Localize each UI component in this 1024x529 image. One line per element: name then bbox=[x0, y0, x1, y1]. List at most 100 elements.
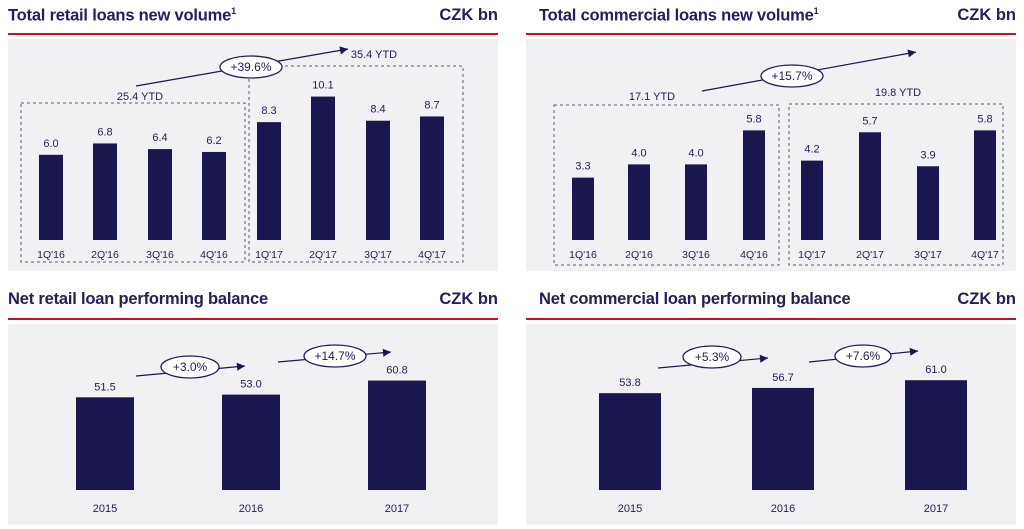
retail-new-volume-chart: 25.4 YTD 35.4 YTD 6.0 1Q'16 6.8 2Q'16 6.4 3Q'16… bbox=[20, 46, 464, 263]
arrow-head bbox=[909, 347, 918, 356]
bar bbox=[628, 164, 650, 240]
retail-new-volume-panel: Total retail loans new volume1 CZK bn 25… bbox=[8, 6, 498, 271]
category-label: 2016 bbox=[771, 503, 795, 515]
bar-value-label: 5.8 bbox=[977, 113, 992, 125]
category-label: 4Q'17 bbox=[971, 249, 999, 261]
growth-badge bbox=[682, 345, 742, 369]
group-box bbox=[553, 104, 780, 266]
bar-value-label: 53.8 bbox=[619, 377, 640, 389]
category-label: 2Q'16 bbox=[91, 249, 119, 261]
growth-badge bbox=[760, 64, 824, 88]
bar-value-label: 3.3 bbox=[575, 161, 590, 173]
group-total-label: 19.8 YTD bbox=[875, 87, 921, 99]
bar bbox=[599, 393, 661, 490]
category-label: 2Q'17 bbox=[309, 249, 337, 261]
category-label: 4Q'16 bbox=[740, 249, 768, 261]
category-label: 2017 bbox=[385, 503, 409, 515]
bar bbox=[257, 122, 281, 240]
bar bbox=[93, 143, 117, 240]
bar bbox=[366, 120, 390, 240]
bar-value-label: 4.0 bbox=[688, 147, 703, 159]
bar bbox=[39, 154, 63, 240]
bar-value-label: 10.1 bbox=[312, 80, 333, 92]
bar bbox=[148, 149, 172, 240]
group-box bbox=[788, 103, 1004, 266]
group-total-label: 17.1 YTD bbox=[629, 91, 675, 103]
arrow-head bbox=[236, 362, 245, 371]
growth-label: +7.6% bbox=[846, 349, 881, 363]
category-label: 1Q'16 bbox=[569, 249, 597, 261]
bar-value-label: 5.8 bbox=[746, 113, 761, 125]
category-label: 2017 bbox=[924, 503, 948, 515]
bar-value-label: 4.0 bbox=[631, 147, 646, 159]
bar bbox=[917, 166, 939, 240]
category-label: 4Q'17 bbox=[418, 249, 446, 261]
growth-label: +5.3% bbox=[695, 350, 730, 364]
bar bbox=[685, 164, 707, 240]
commercial-new-volume-chart: 17.1 YTD 19.8 YTD 3.3 1Q'16 4.0 2Q'16 4.0 3Q'16… bbox=[553, 49, 1004, 266]
bar-value-label: 60.8 bbox=[386, 365, 407, 377]
bar-value-label: 61.0 bbox=[925, 364, 946, 376]
category-label: 3Q'16 bbox=[682, 249, 710, 261]
category-label: 1Q'17 bbox=[798, 249, 826, 261]
title-divider bbox=[526, 318, 1016, 320]
bar-value-label: 6.2 bbox=[206, 135, 221, 147]
arrow-head bbox=[339, 46, 348, 55]
category-label: 2015 bbox=[618, 503, 642, 515]
bar-value-label: 3.9 bbox=[920, 149, 935, 161]
retail-balance-chart: 51.5 2015 53.0 2016 60.8 2017 +3.0% +14.7% bbox=[76, 344, 426, 515]
bar-value-label: 8.7 bbox=[424, 99, 439, 111]
bar bbox=[202, 151, 226, 240]
bar bbox=[76, 397, 134, 490]
bar-value-label: 5.7 bbox=[862, 115, 877, 127]
category-label: 2015 bbox=[93, 503, 117, 515]
commercial-balance-chart: 53.8 2015 56.7 2016 61.0 2017 +5.3% +7.6% bbox=[599, 344, 967, 515]
bar bbox=[572, 177, 594, 240]
category-label: 3Q'17 bbox=[364, 249, 392, 261]
title-divider bbox=[8, 318, 498, 320]
unit-label: CZK bn bbox=[439, 290, 498, 308]
category-label: 1Q'16 bbox=[37, 249, 65, 261]
chart-title: Total commercial loans new volume1 bbox=[539, 6, 819, 25]
growth-label: +15.7% bbox=[771, 69, 812, 83]
bar-value-label: 6.8 bbox=[97, 126, 112, 138]
growth-label: +39.6% bbox=[230, 60, 271, 74]
growth-badge bbox=[303, 344, 367, 368]
category-label: 4Q'16 bbox=[200, 249, 228, 261]
chart-title: Net commercial loan performing balance bbox=[539, 290, 851, 308]
title-divider bbox=[8, 33, 498, 35]
growth-badge bbox=[834, 344, 892, 368]
category-label: 2Q'16 bbox=[625, 249, 653, 261]
retail-balance-panel: Net retail loan performing balance CZK b… bbox=[8, 290, 498, 525]
bar bbox=[859, 132, 881, 240]
category-label: 1Q'17 bbox=[255, 249, 283, 261]
group-box bbox=[20, 102, 246, 263]
arrow-head bbox=[382, 348, 391, 357]
bar-value-label: 6.4 bbox=[152, 132, 167, 144]
bar-value-label: 53.0 bbox=[240, 379, 261, 391]
bar bbox=[222, 394, 280, 490]
bar bbox=[311, 96, 335, 240]
bar bbox=[368, 380, 426, 490]
category-label: 3Q'17 bbox=[914, 249, 942, 261]
bar bbox=[974, 130, 996, 240]
arrow-head bbox=[759, 354, 768, 363]
bar bbox=[752, 387, 814, 490]
bar-value-label: 6.0 bbox=[43, 138, 58, 150]
group-box bbox=[248, 65, 464, 263]
growth-badge bbox=[219, 55, 283, 79]
bar-value-label: 56.7 bbox=[772, 372, 793, 384]
category-label: 2Q'17 bbox=[856, 249, 884, 261]
growth-badge bbox=[160, 355, 220, 379]
title-divider bbox=[526, 33, 1016, 35]
unit-label: CZK bn bbox=[957, 6, 1016, 24]
growth-label: +14.7% bbox=[314, 349, 355, 363]
bar bbox=[801, 160, 823, 240]
bar bbox=[420, 116, 444, 240]
category-label: 3Q'16 bbox=[146, 249, 174, 261]
unit-label: CZK bn bbox=[957, 290, 1016, 308]
bar-value-label: 8.3 bbox=[261, 105, 276, 117]
unit-label: CZK bn bbox=[439, 6, 498, 24]
bar-value-label: 4.2 bbox=[804, 144, 819, 156]
bar-value-label: 51.5 bbox=[94, 381, 115, 393]
